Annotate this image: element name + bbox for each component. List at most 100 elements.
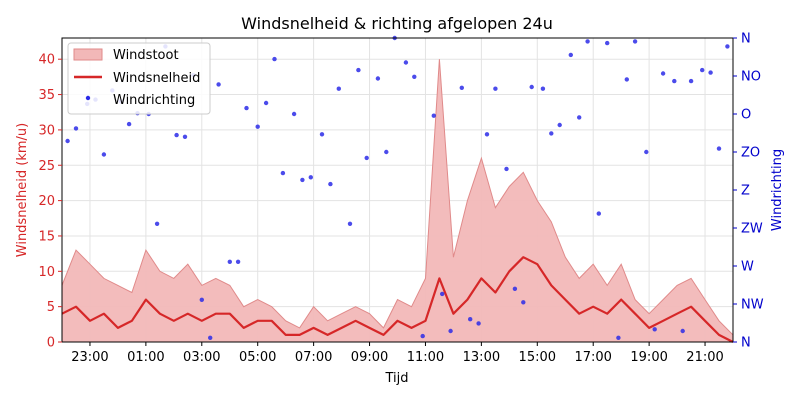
direction-point <box>440 291 445 297</box>
direction-point <box>263 100 269 106</box>
direction-point <box>154 221 160 226</box>
direction-point <box>65 138 70 144</box>
y-axis-label: Windsnelheid (km/u) <box>15 123 30 257</box>
legend-swatch-direction <box>85 95 91 101</box>
direction-point <box>521 300 526 305</box>
direction-point <box>660 71 666 76</box>
direction-point <box>235 259 241 264</box>
direction-point <box>708 70 713 75</box>
direction-point <box>280 170 286 176</box>
direction-point <box>448 328 453 334</box>
direction-point <box>504 166 509 172</box>
direction-point <box>403 60 409 65</box>
x-tick-label: 03:00 <box>183 350 220 365</box>
y-tick-label: 0 <box>47 336 55 351</box>
direction-point <box>384 149 389 155</box>
direction-point <box>244 105 249 111</box>
speed-line <box>61 256 734 343</box>
y-tick-label: 20 <box>38 194 55 209</box>
x-tick-label: 23:00 <box>71 350 108 365</box>
x-tick-label: 21:00 <box>686 350 723 365</box>
direction-point <box>616 335 621 340</box>
legend-box <box>67 42 211 115</box>
direction-point <box>431 113 436 118</box>
gust-area <box>61 59 734 343</box>
direction-point <box>680 328 685 334</box>
y-tick-label: 35 <box>38 88 55 103</box>
legend-swatch-gust <box>73 48 103 61</box>
y2-tick-label: NO <box>741 70 761 85</box>
direction-point <box>308 175 313 180</box>
chart-title: Windsnelheid & richting afgelopen 24u <box>241 14 553 33</box>
direction-point <box>672 78 677 84</box>
direction-point <box>73 126 79 131</box>
legend-label-gust: Windstoot <box>113 48 179 63</box>
x-axis-label: Tijd <box>384 371 408 386</box>
y2-tick-label: NW <box>741 298 764 313</box>
x-tick-label: 07:00 <box>295 350 332 365</box>
speed-layer <box>61 256 734 343</box>
direction-point <box>476 321 481 326</box>
x-tick-label: 05:00 <box>239 350 276 365</box>
x-tick-label: 13:00 <box>463 350 500 365</box>
y-tick-label: 15 <box>38 229 55 244</box>
direction-point <box>605 40 610 46</box>
direction-point <box>577 115 582 120</box>
y-tick-label: 10 <box>38 265 55 280</box>
direction-point <box>208 335 213 340</box>
direction-point <box>688 78 694 84</box>
direction-point <box>216 82 221 87</box>
y2-tick-label: N <box>741 32 751 47</box>
gust-layer <box>61 59 734 343</box>
direction-point <box>300 177 305 183</box>
y2-tick-label: ZW <box>741 222 763 237</box>
direction-point <box>484 132 490 137</box>
direction-point <box>420 333 425 339</box>
y2-tick-label: W <box>741 260 754 275</box>
direction-point <box>291 111 297 117</box>
direction-point <box>549 131 554 136</box>
direction-point <box>716 146 722 151</box>
direction-point <box>126 121 132 127</box>
direction-point <box>356 67 361 73</box>
x-tick-label: 19:00 <box>630 350 667 365</box>
x-tick-label: 17:00 <box>574 350 611 365</box>
x-tick-label: 09:00 <box>351 350 388 365</box>
direction-point <box>347 221 353 226</box>
direction-point <box>468 317 473 322</box>
direction-point <box>199 297 204 302</box>
direction-point <box>529 84 534 90</box>
direction-point <box>364 155 369 161</box>
direction-point <box>255 124 260 129</box>
x-tick-label: 15:00 <box>519 350 556 365</box>
direction-point <box>493 86 498 91</box>
direction-point <box>585 39 590 44</box>
direction-point <box>375 76 381 81</box>
legend-label-direction: Windrichting <box>113 93 195 108</box>
direction-point <box>652 327 657 332</box>
y-tick-label: 25 <box>38 159 55 174</box>
y2-axis-label: Windrichting <box>770 149 785 231</box>
direction-point <box>512 286 518 291</box>
direction-point <box>412 74 417 80</box>
y-axis-ticks: 0 5 10 15 20 25 30 35 40 <box>38 53 62 351</box>
direction-point <box>644 149 649 155</box>
y-tick-label: 40 <box>38 53 55 68</box>
y2-tick-label: N <box>741 336 751 351</box>
y2-tick-label: O <box>741 108 751 123</box>
direction-point <box>568 52 573 58</box>
y-tick-label: 5 <box>47 300 55 315</box>
legend-label-speed: Windsnelheid <box>113 71 200 86</box>
direction-point <box>632 39 638 44</box>
x-tick-label: 01:00 <box>127 350 164 365</box>
direction-point <box>182 134 188 139</box>
y2-tick-label: ZO <box>741 146 760 161</box>
direction-point <box>319 132 325 137</box>
direction-point <box>272 56 277 62</box>
x-axis-ticks: 23:00 01:00 03:00 05:00 07:00 09:00 11:00 13:00… <box>71 342 724 365</box>
direction-point <box>725 44 730 49</box>
direction-layer <box>65 35 730 340</box>
y2-axis-ticks: N NW W ZW Z ZO O NO N <box>733 32 764 351</box>
direction-point <box>624 77 629 82</box>
direction-point <box>557 122 562 128</box>
